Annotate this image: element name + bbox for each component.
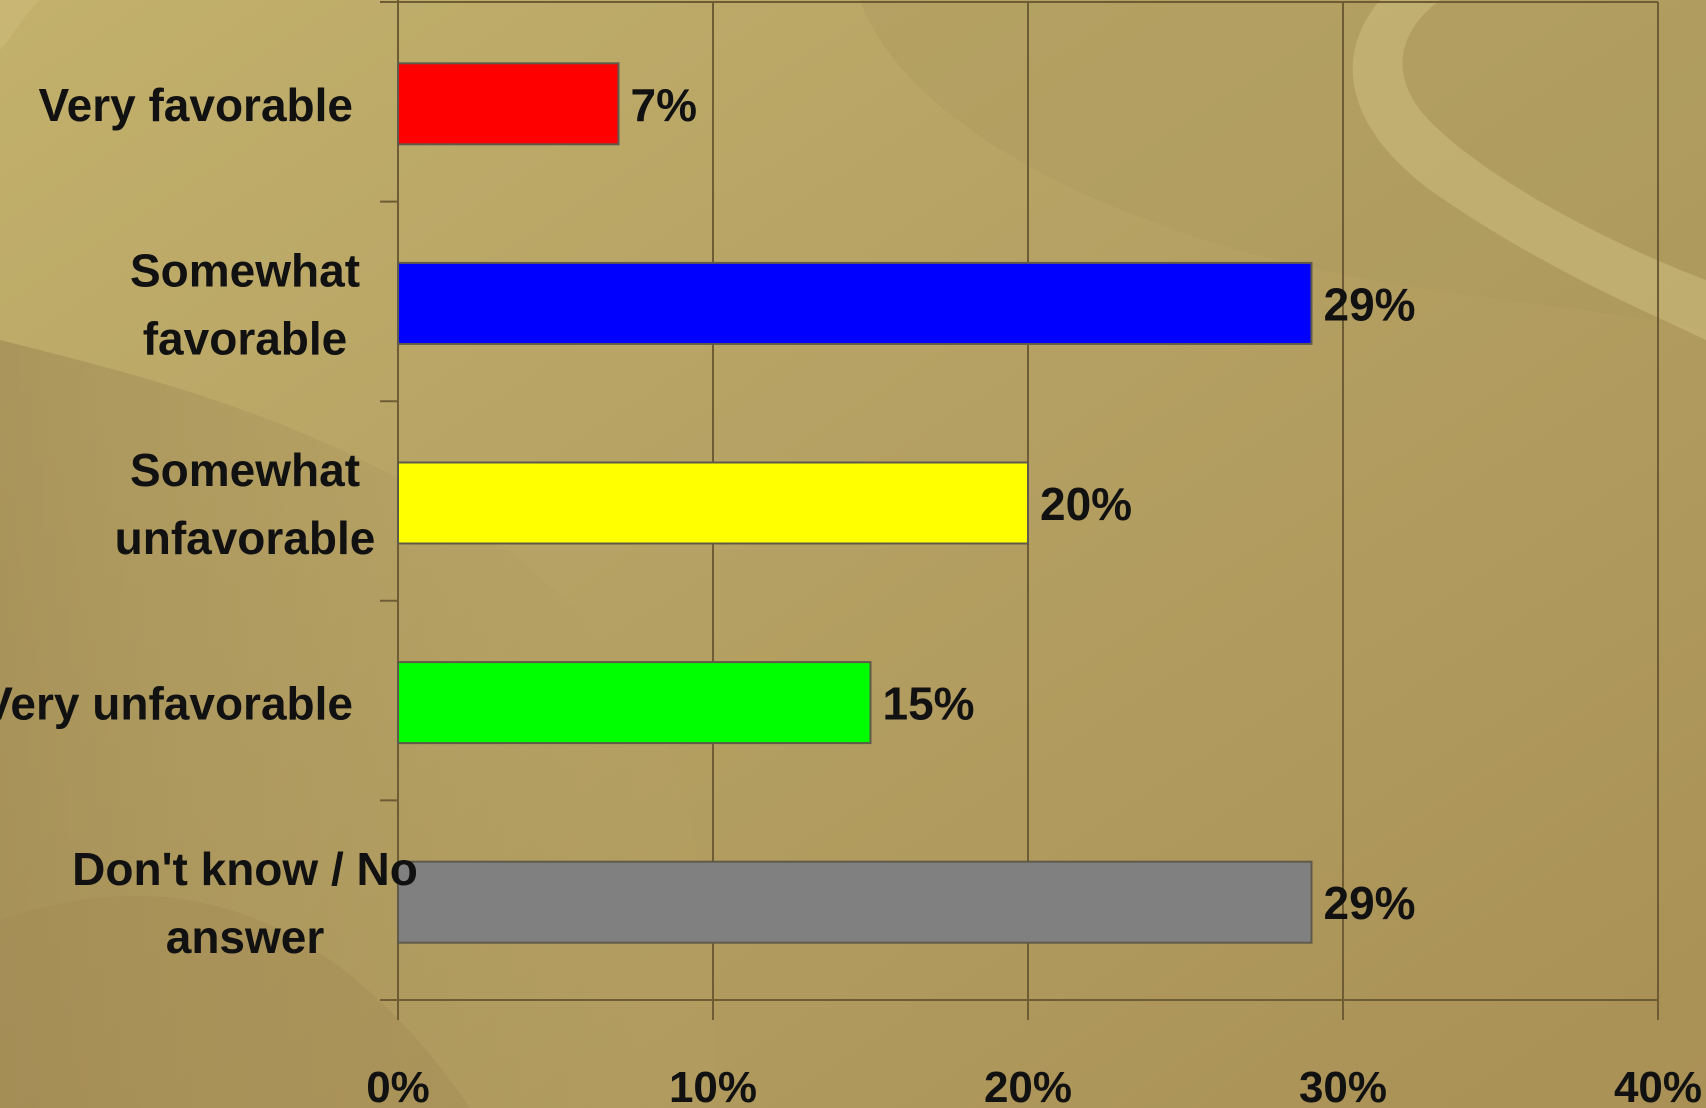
category-label-line: unfavorable xyxy=(115,512,376,564)
category-label: Somewhat favorable xyxy=(130,244,360,364)
data-label: 29% xyxy=(1324,877,1416,929)
corner-highlight xyxy=(0,0,40,50)
category-label-line: Don't know / No xyxy=(72,843,418,895)
bars xyxy=(397,62,1313,944)
x-tick-label: 40% xyxy=(1614,1063,1702,1108)
data-label: 15% xyxy=(883,678,975,730)
dune-top-right xyxy=(860,0,1706,330)
bar xyxy=(397,261,1313,345)
bar xyxy=(397,661,872,745)
category-label: Very unfavorable xyxy=(0,678,353,730)
category-label: Very favorable xyxy=(38,79,353,131)
data-label: 20% xyxy=(1040,478,1132,530)
category-label-line: Very favorable xyxy=(38,79,353,131)
x-tick-label: 20% xyxy=(984,1063,1072,1108)
labels: 0% 10% 20% 30% 40% 7% Very favorable 29% Somewha… xyxy=(0,79,1702,1108)
category-label: Somewhat unfavorable xyxy=(115,444,376,564)
x-tick-label: 0% xyxy=(366,1063,430,1108)
category-label-line: Somewhat xyxy=(130,244,360,296)
bar xyxy=(397,860,1313,944)
x-tick-label: 10% xyxy=(669,1063,757,1108)
category-label-line: answer xyxy=(166,911,325,963)
data-label: 7% xyxy=(631,79,697,131)
data-label: 29% xyxy=(1324,278,1416,330)
category-label-line: favorable xyxy=(143,312,348,364)
dune-ridge xyxy=(1352,0,1706,340)
bar xyxy=(397,62,620,146)
category-label: Don't know / No answer xyxy=(72,843,418,963)
category-label-line: Somewhat xyxy=(130,444,360,496)
category-label-line: Very unfavorable xyxy=(0,678,353,730)
x-tick-label: 30% xyxy=(1299,1063,1387,1108)
bar xyxy=(397,461,1029,545)
dune-shadow xyxy=(0,895,470,1108)
